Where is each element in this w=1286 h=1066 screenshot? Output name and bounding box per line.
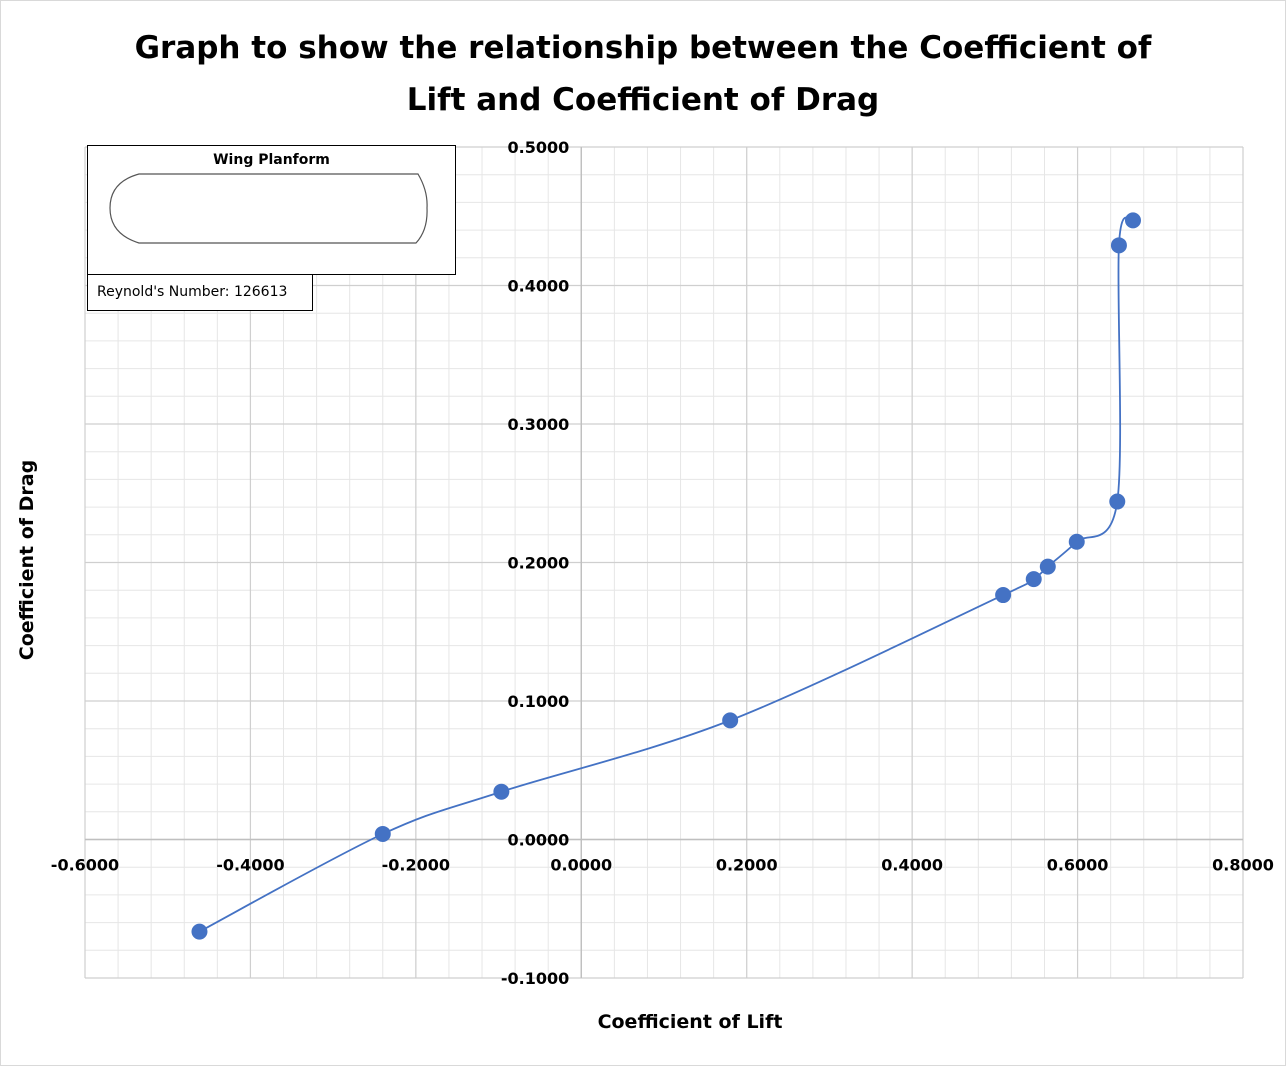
data-points bbox=[191, 212, 1141, 940]
x-tick-label: 0.0000 bbox=[550, 856, 612, 875]
y-tick-label: 0.0000 bbox=[508, 831, 570, 850]
data-point bbox=[1068, 533, 1085, 550]
data-point bbox=[374, 825, 391, 842]
x-tick-label: -0.2000 bbox=[382, 856, 450, 875]
x-tick-label: -0.4000 bbox=[216, 856, 284, 875]
reynolds-number-label: Reynold's Number: 126613 bbox=[97, 284, 288, 300]
data-point bbox=[722, 712, 739, 729]
y-tick-label: -0.1000 bbox=[501, 969, 569, 988]
chart-title-line-1: Graph to show the relationship between t… bbox=[134, 30, 1152, 66]
x-tick-label: 0.8000 bbox=[1212, 856, 1274, 875]
data-point bbox=[1109, 493, 1126, 510]
axes bbox=[85, 147, 1243, 978]
y-tick-label: 0.3000 bbox=[508, 415, 570, 434]
data-point bbox=[995, 587, 1012, 604]
y-tick-label: 0.4000 bbox=[508, 277, 570, 296]
x-tick-label: 0.2000 bbox=[716, 856, 778, 875]
wing-planform-shape bbox=[109, 173, 428, 244]
y-tick-label: 0.2000 bbox=[508, 554, 570, 573]
tick-labels: -0.6000 -0.4000 -0.2000 0.0000 0.2000 0.4000 0… bbox=[51, 138, 1274, 988]
chart-title: Graph to show the relationship between t… bbox=[100, 22, 1186, 126]
data-point bbox=[1025, 571, 1042, 588]
data-point bbox=[191, 923, 208, 940]
data-point bbox=[1110, 237, 1127, 254]
data-point bbox=[493, 783, 510, 800]
reynolds-number-box: Reynold's Number: 126613 bbox=[87, 274, 313, 311]
series-line bbox=[199, 216, 1134, 933]
chart-title-line-2: Lift and Coefficient of Drag bbox=[406, 82, 880, 118]
data-point bbox=[1039, 558, 1056, 575]
y-tick-label: 0.1000 bbox=[508, 692, 570, 711]
y-axis-title: Coefficient of Drag bbox=[16, 460, 38, 660]
wing-planform-box: Wing Planform bbox=[87, 145, 456, 275]
y-tick-label: 0.5000 bbox=[508, 138, 570, 157]
data-point bbox=[1124, 212, 1141, 229]
x-axis-title: Coefficient of Lift bbox=[598, 1011, 783, 1033]
wing-planform-title: Wing Planform bbox=[213, 152, 330, 168]
x-tick-label: -0.6000 bbox=[51, 856, 119, 875]
x-tick-label: 0.4000 bbox=[881, 856, 943, 875]
x-tick-label: 0.6000 bbox=[1047, 856, 1109, 875]
